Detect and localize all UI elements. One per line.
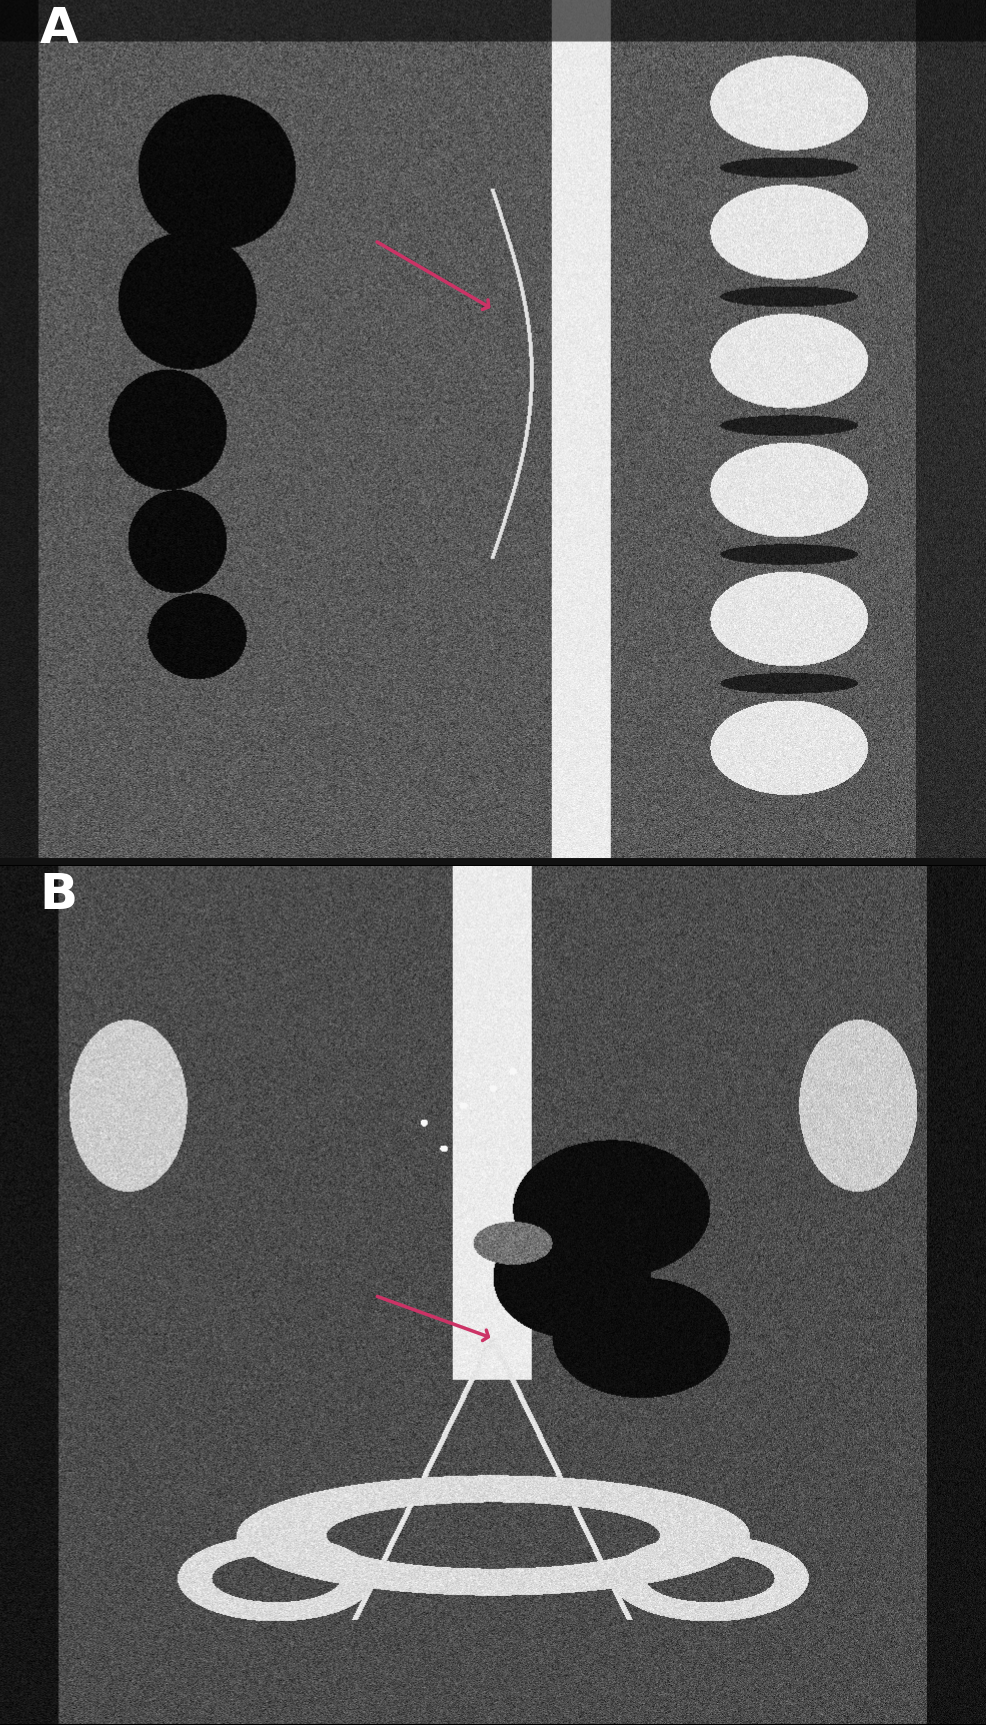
Text: B: B <box>39 871 78 919</box>
Text: A: A <box>39 5 78 53</box>
